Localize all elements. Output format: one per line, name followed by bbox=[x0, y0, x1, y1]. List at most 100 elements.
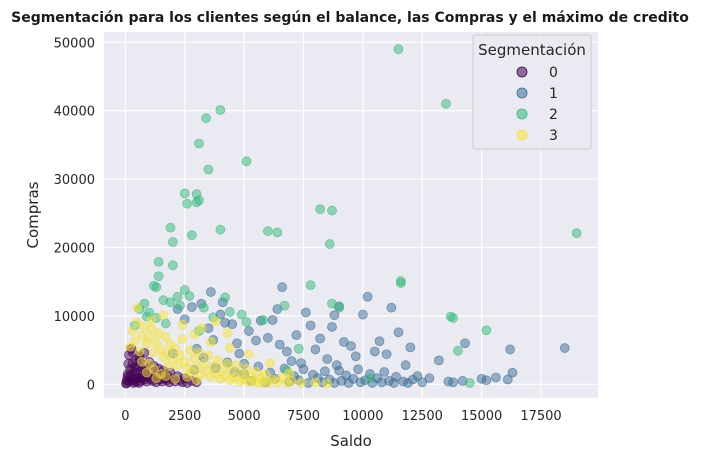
legend-marker-1 bbox=[516, 87, 528, 99]
data-point bbox=[441, 98, 451, 109]
data-point bbox=[236, 309, 247, 320]
data-point bbox=[151, 337, 162, 348]
data-point bbox=[350, 351, 361, 362]
data-point bbox=[260, 369, 271, 379]
data-point bbox=[224, 306, 235, 317]
x-tick-labels: 0 2500 5000 7500 10000 12500 15000 17500 bbox=[121, 409, 561, 424]
data-point bbox=[127, 326, 138, 336]
legend-label-2: 2 bbox=[549, 107, 558, 123]
data-point bbox=[203, 164, 214, 175]
data-point bbox=[160, 332, 171, 343]
legend-marker-3 bbox=[516, 129, 528, 141]
data-point bbox=[227, 319, 238, 330]
data-point bbox=[153, 271, 164, 282]
legend: Segmentación 0 1 2 3 bbox=[472, 34, 592, 150]
data-point bbox=[293, 343, 304, 354]
y-axis-label: Compras bbox=[24, 181, 42, 248]
data-point bbox=[163, 361, 174, 372]
data-point bbox=[262, 332, 273, 343]
data-point bbox=[182, 198, 193, 209]
data-point bbox=[194, 347, 204, 358]
data-point bbox=[452, 345, 463, 356]
data-point bbox=[234, 348, 245, 359]
x-tick-label: 7500 bbox=[287, 409, 320, 424]
data-point bbox=[417, 377, 428, 388]
legend-label-3: 3 bbox=[549, 128, 558, 144]
data-point bbox=[379, 367, 390, 377]
data-point bbox=[224, 343, 235, 353]
data-point bbox=[315, 333, 326, 344]
data-point bbox=[507, 367, 518, 378]
x-tick-label: 0 bbox=[121, 409, 129, 424]
data-point bbox=[194, 138, 204, 149]
legend-title: Segmentación bbox=[478, 41, 586, 59]
data-point bbox=[296, 358, 307, 369]
data-point bbox=[151, 373, 162, 384]
y-tick-label: 20000 bbox=[54, 241, 95, 256]
y-tick-label: 30000 bbox=[54, 173, 95, 188]
data-point bbox=[132, 302, 143, 313]
data-point bbox=[267, 315, 278, 325]
data-point bbox=[400, 360, 411, 371]
data-point bbox=[170, 343, 181, 354]
data-point bbox=[327, 321, 337, 332]
data-point bbox=[310, 344, 321, 355]
data-point bbox=[322, 378, 333, 389]
data-point bbox=[160, 371, 171, 382]
y-tick-label: 10000 bbox=[54, 310, 95, 325]
data-point bbox=[232, 338, 242, 349]
data-point bbox=[189, 329, 200, 340]
data-point bbox=[160, 318, 171, 329]
data-point bbox=[241, 317, 252, 327]
data-point bbox=[184, 345, 195, 356]
data-point bbox=[215, 105, 226, 115]
data-point bbox=[170, 373, 181, 384]
data-point bbox=[319, 366, 330, 377]
data-point bbox=[167, 237, 178, 247]
data-point bbox=[464, 378, 475, 388]
data-point bbox=[346, 341, 356, 351]
x-tick-label: 10000 bbox=[342, 409, 383, 424]
data-point bbox=[203, 350, 214, 361]
legend-items: 0 1 2 3 bbox=[516, 65, 558, 144]
data-point bbox=[146, 315, 157, 325]
data-point bbox=[481, 375, 492, 386]
data-point bbox=[258, 315, 269, 325]
data-point bbox=[205, 337, 216, 347]
data-point bbox=[362, 291, 373, 302]
data-point bbox=[331, 360, 342, 371]
data-point bbox=[141, 367, 152, 378]
series-3-points bbox=[125, 302, 333, 389]
data-point bbox=[243, 349, 254, 360]
data-point bbox=[262, 226, 273, 236]
data-point bbox=[353, 364, 364, 375]
data-point bbox=[151, 282, 162, 293]
data-point bbox=[186, 230, 197, 241]
data-point bbox=[395, 278, 406, 288]
legend-label-1: 1 bbox=[549, 86, 558, 102]
data-point bbox=[165, 222, 176, 233]
data-point bbox=[241, 363, 252, 374]
data-point bbox=[220, 292, 231, 303]
data-point bbox=[296, 378, 307, 388]
series-1-points bbox=[167, 282, 570, 388]
x-tick-label: 12500 bbox=[402, 409, 443, 424]
data-point bbox=[179, 188, 190, 199]
data-point bbox=[505, 344, 516, 355]
data-point bbox=[129, 336, 140, 347]
data-points bbox=[121, 44, 582, 389]
data-point bbox=[177, 334, 188, 345]
data-point bbox=[571, 228, 582, 239]
data-point bbox=[305, 320, 316, 331]
x-tick-label: 5000 bbox=[228, 409, 261, 424]
data-point bbox=[198, 302, 209, 313]
data-point bbox=[134, 346, 145, 357]
legend-marker-0 bbox=[516, 66, 528, 78]
data-point bbox=[369, 346, 380, 357]
data-point bbox=[222, 358, 233, 369]
data-point bbox=[286, 356, 297, 366]
data-point bbox=[386, 302, 397, 313]
data-point bbox=[365, 373, 375, 384]
data-point bbox=[315, 204, 326, 215]
